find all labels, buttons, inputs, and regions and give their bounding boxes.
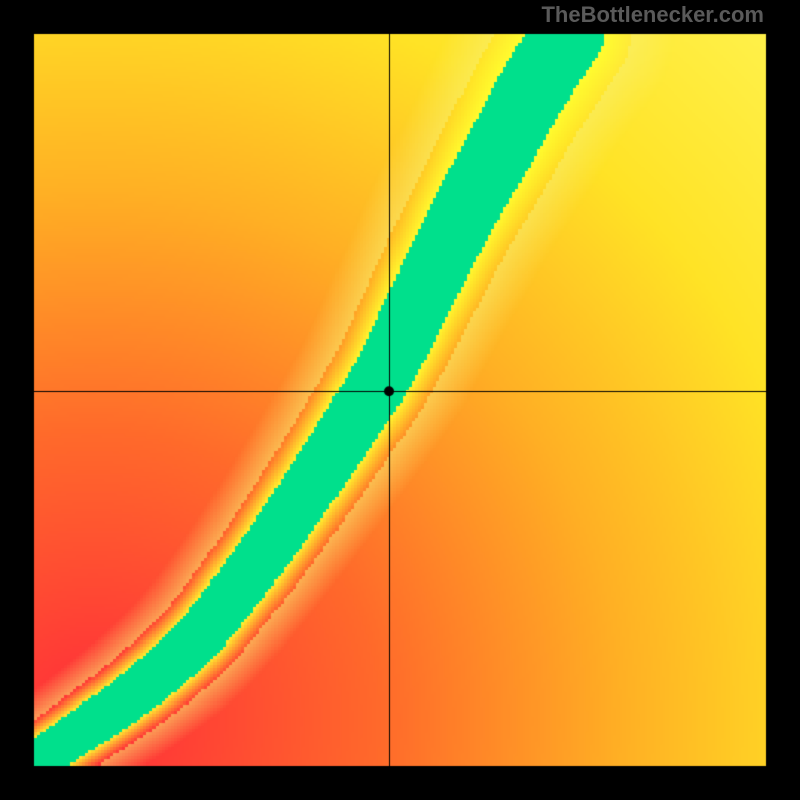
chart-container: TheBottlenecker.com bbox=[0, 0, 800, 800]
heatmap-canvas bbox=[0, 0, 800, 800]
